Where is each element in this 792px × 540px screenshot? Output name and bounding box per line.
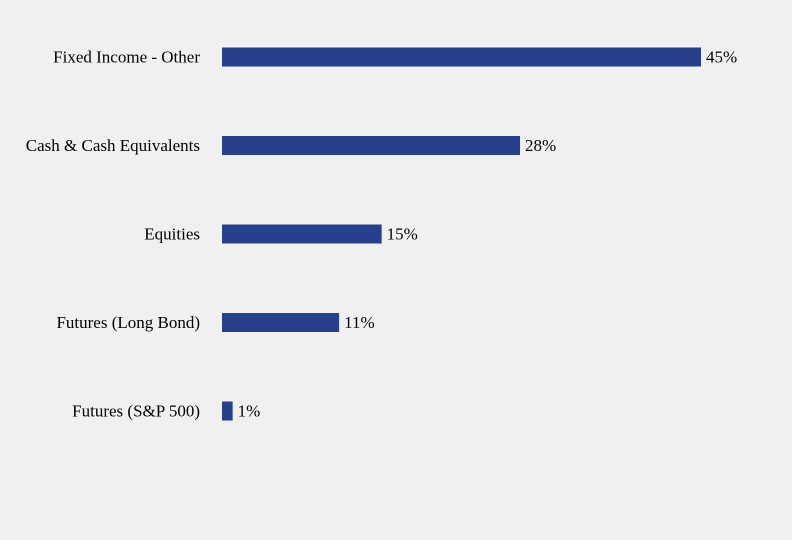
bar bbox=[222, 224, 382, 244]
category-label: Futures (Long Bond) bbox=[56, 313, 200, 332]
value-label: 1% bbox=[238, 402, 261, 421]
bar bbox=[222, 136, 521, 155]
bar bbox=[222, 313, 340, 332]
value-label: 11% bbox=[344, 313, 375, 332]
bar bbox=[222, 401, 233, 421]
category-label: Cash & Cash Equivalents bbox=[26, 136, 200, 155]
value-label: 28% bbox=[525, 136, 556, 155]
value-label: 15% bbox=[387, 225, 418, 244]
category-label: Futures (S&P 500) bbox=[72, 402, 200, 421]
value-label: 45% bbox=[706, 48, 737, 67]
category-label: Fixed Income - Other bbox=[53, 48, 200, 67]
bar bbox=[222, 47, 701, 67]
category-label: Equities bbox=[144, 225, 200, 244]
